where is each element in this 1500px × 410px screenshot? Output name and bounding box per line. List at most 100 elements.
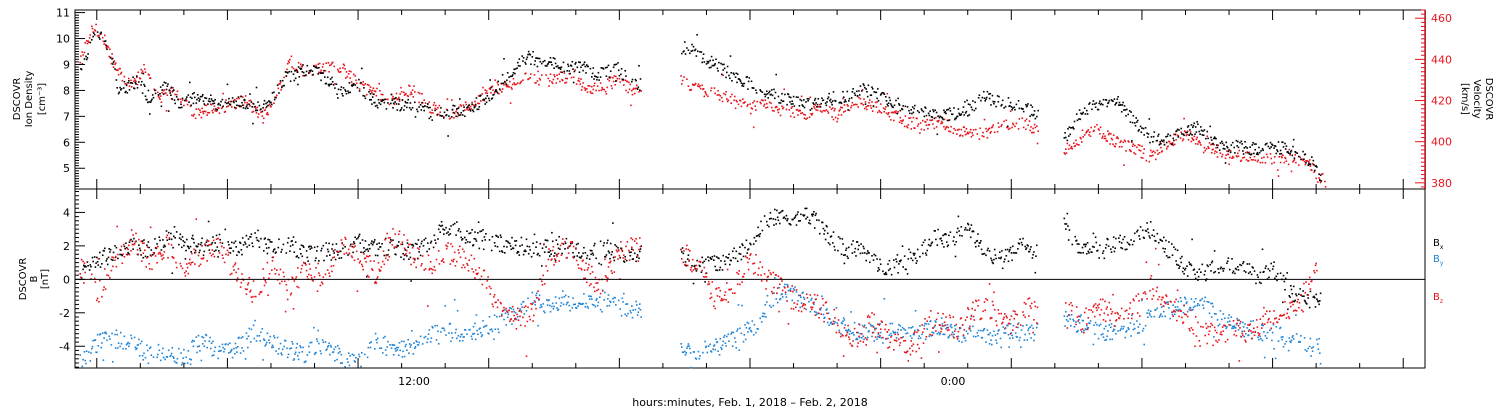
bx-point [440, 225, 442, 227]
velocity-point [952, 132, 955, 134]
velocity-point [410, 91, 412, 94]
velocity-point [130, 86, 133, 88]
bx-point [979, 241, 981, 244]
by-point [162, 356, 165, 359]
velocity-point [113, 60, 116, 62]
density-point [690, 50, 693, 52]
by-point [117, 347, 119, 349]
velocity-point [697, 83, 700, 85]
by-point [427, 338, 429, 340]
density-point [549, 61, 551, 63]
by-point [572, 303, 575, 306]
velocity-point [535, 82, 537, 84]
density-point [534, 60, 536, 62]
bx-point [763, 215, 766, 217]
by-point [858, 336, 861, 339]
density-point [1305, 162, 1307, 164]
velocity-point [480, 100, 482, 102]
by-point [454, 332, 457, 334]
bx-point [553, 255, 555, 257]
by-point [210, 347, 212, 350]
bx-point [300, 253, 302, 255]
velocity-point [1136, 146, 1138, 149]
by-point [472, 333, 474, 335]
density-point [400, 108, 402, 111]
bx-point [749, 242, 751, 245]
velocity-point [909, 117, 912, 119]
velocity-point [814, 104, 817, 106]
by-point [686, 347, 688, 349]
density-point [765, 93, 767, 96]
bx-point [289, 250, 291, 252]
density-point [469, 110, 472, 112]
velocity-point [1070, 147, 1072, 149]
bx-point [811, 215, 814, 217]
bx-point [1207, 265, 1209, 268]
density-point [302, 71, 305, 74]
by-point [607, 298, 609, 300]
velocity-point [462, 104, 465, 106]
density-point [162, 84, 164, 86]
velocity-point [850, 106, 852, 109]
density-point [1194, 133, 1196, 135]
by-point [636, 304, 638, 306]
by-point [182, 357, 184, 359]
by-point [1012, 337, 1014, 339]
density-point [854, 94, 857, 96]
bx-point [584, 252, 587, 254]
density-point [956, 115, 958, 118]
bx-point [696, 259, 698, 262]
velocity-point [400, 86, 402, 89]
velocity-point [916, 117, 918, 120]
bx-point [479, 230, 481, 233]
by-point [1271, 331, 1274, 334]
by-point [180, 352, 182, 354]
density-point [125, 90, 127, 93]
velocity-point [140, 68, 142, 71]
density-point [908, 109, 910, 112]
velocity-point [181, 99, 184, 101]
velocity-point [1278, 156, 1280, 158]
velocity-point [1012, 123, 1015, 126]
bx-point [948, 234, 950, 237]
velocity-point [710, 89, 712, 92]
velocity-point [582, 82, 584, 84]
bx-point [1253, 270, 1256, 272]
bx-point [978, 242, 981, 244]
velocity-point [1318, 177, 1320, 179]
by-point [162, 347, 164, 350]
by-point [256, 335, 259, 337]
velocity-point [1149, 155, 1151, 157]
velocity-point [633, 92, 636, 95]
by-point [621, 297, 624, 300]
density-point [1245, 146, 1247, 148]
bx-point [755, 240, 757, 242]
by-point [900, 329, 902, 331]
density-point [125, 84, 128, 87]
by-point [142, 359, 145, 361]
by-point [533, 300, 536, 302]
density-point [945, 112, 947, 115]
velocity-point [1119, 141, 1121, 144]
velocity-point [221, 106, 224, 108]
bx-point [1084, 245, 1087, 248]
velocity-point [255, 107, 257, 110]
velocity-point [1085, 132, 1087, 134]
density-point [1156, 139, 1159, 142]
density-point [1202, 130, 1204, 132]
by-point [1319, 352, 1321, 354]
velocity-point [601, 86, 603, 89]
by-point [1019, 336, 1021, 339]
by-point [278, 347, 280, 350]
velocity-point [633, 87, 635, 90]
density-point [374, 101, 376, 104]
by-point [588, 295, 590, 297]
by-point [568, 304, 571, 307]
velocity-point [749, 103, 751, 105]
by-point [1129, 322, 1132, 324]
by-point [397, 346, 399, 349]
by-point [1070, 324, 1072, 327]
velocity-point [513, 82, 515, 84]
velocity-point [429, 111, 431, 114]
bx-point [1180, 261, 1182, 264]
